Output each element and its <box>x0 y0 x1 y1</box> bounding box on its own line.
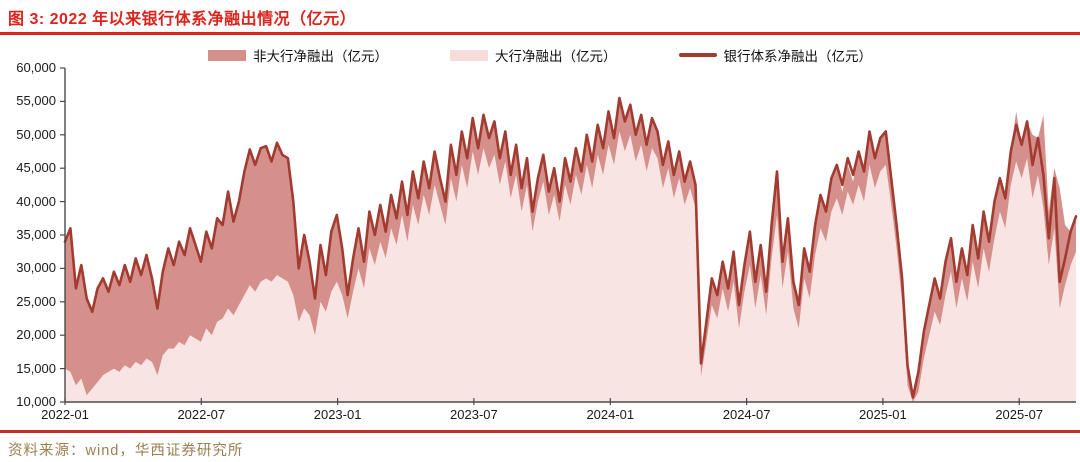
legend-swatch-total-line <box>678 53 717 57</box>
y-axis-label: 15,000 <box>16 360 56 376</box>
y-axis-label: 40,000 <box>16 193 56 209</box>
x-axis-label: 2023-01 <box>313 407 362 422</box>
x-axis-label: 2025-01 <box>859 407 907 422</box>
y-axis-label: 10,000 <box>16 394 56 409</box>
y-axis-label: 55,000 <box>16 93 56 109</box>
x-axis-label: 2024-01 <box>586 407 635 422</box>
x-axis-label: 2023-07 <box>450 407 498 422</box>
legend-item-nonbig: 非大行净融出（亿元） <box>208 45 388 65</box>
y-axis-label: 20,000 <box>16 327 56 343</box>
y-axis-label: 50,000 <box>16 126 56 142</box>
y-axis-label: 25,000 <box>16 293 56 309</box>
y-axis-label: 45,000 <box>16 160 56 176</box>
footer-divider <box>0 430 1080 433</box>
x-axis-label: 2022-01 <box>41 407 89 422</box>
legend-swatch-nonbig <box>208 49 246 61</box>
legend-label-big: 大行净融出（亿元） <box>495 49 617 64</box>
legend-swatch-big <box>450 49 488 61</box>
x-axis-label: 2024-07 <box>722 407 771 422</box>
legend-label-nonbig: 非大行净融出（亿元） <box>253 49 388 64</box>
source-note: 资料来源：wind，华西证券研究所 <box>8 443 244 459</box>
area-big <box>65 131 1076 402</box>
legend-item-total: 银行体系净融出（亿元） <box>678 45 873 65</box>
x-axis-label: 2025-07 <box>995 407 1044 422</box>
y-axis-ticks <box>60 67 65 403</box>
chart-legend: 非大行净融出（亿元） 大行净融出（亿元） 银行体系净融出（亿元） <box>0 45 1080 65</box>
y-axis-label: 35,000 <box>16 227 56 242</box>
y-axis-label: 60,000 <box>16 60 56 75</box>
figure-title: 图 3: 2022 年以来银行体系净融出情况（亿元） <box>8 11 357 28</box>
legend-item-big: 大行净融出（亿元） <box>450 45 617 65</box>
area-nonbig <box>65 98 1076 402</box>
x-axis-label: 2022-07 <box>177 407 226 422</box>
legend-label-total: 银行体系净融出（亿元） <box>723 49 873 64</box>
y-axis-label: 30,000 <box>16 260 56 276</box>
title-divider <box>0 32 1080 35</box>
line-total <box>63 96 1078 399</box>
